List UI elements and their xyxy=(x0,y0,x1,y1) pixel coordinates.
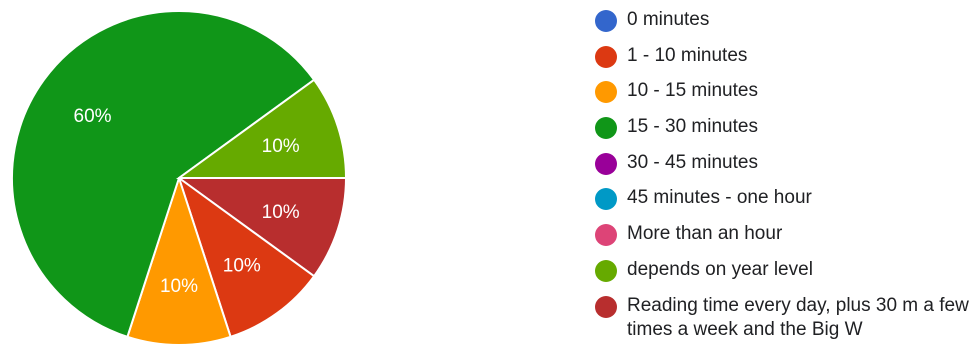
legend-swatch xyxy=(595,152,617,175)
legend-label: depends on year level xyxy=(627,258,813,280)
slice-data-label-8: 10% xyxy=(262,202,300,223)
legend-item-0-minutes[interactable]: 0 minutes xyxy=(595,8,977,44)
legend-item-reading-time[interactable]: Reading time every day, plus 30 m a few … xyxy=(595,294,977,342)
legend-swatch xyxy=(595,45,617,68)
legend-swatch xyxy=(595,224,617,247)
pie-slice-7[interactable] xyxy=(175,78,348,179)
legend-swatch xyxy=(595,188,617,211)
legend-item-30-45-minutes[interactable]: 30 - 45 minutes xyxy=(595,151,977,187)
legend-item-more-than-an-hour[interactable]: More than an hour xyxy=(595,222,977,258)
legend-item-depends-on-year-level[interactable]: depends on year level xyxy=(595,258,977,294)
legend-label: 1 - 10 minutes xyxy=(627,44,748,66)
legend-label: 45 minutes - one hour xyxy=(627,187,812,209)
legend-label: Reading time every day, plus 30 m a few … xyxy=(627,294,969,340)
slice-data-label-1: 10% xyxy=(223,255,261,276)
legend-swatch xyxy=(595,117,617,140)
slice-data-label-7: 10% xyxy=(262,136,300,157)
pie-slice-2[interactable] xyxy=(126,174,232,346)
pie-chart: 10% 10% 10% 60% 10% xyxy=(11,10,348,346)
legend-label: 15 - 30 minutes xyxy=(627,116,758,138)
legend-item-1-10-minutes[interactable]: 1 - 10 minutes xyxy=(595,44,977,80)
legend-swatch xyxy=(595,295,617,318)
pie-slice-8[interactable] xyxy=(175,177,348,278)
legend-swatch xyxy=(595,81,617,104)
pie-slice-3[interactable] xyxy=(11,10,316,339)
slice-data-label-2: 10% xyxy=(160,276,198,297)
legend-label: 30 - 45 minutes xyxy=(627,151,758,173)
chart-legend: 0 minutes 1 - 10 minutes 10 - 15 minutes… xyxy=(595,8,977,342)
pie-slice-1[interactable] xyxy=(177,175,316,339)
legend-swatch xyxy=(595,10,617,32)
legend-label: More than an hour xyxy=(627,223,783,245)
legend-item-15-30-minutes[interactable]: 15 - 30 minutes xyxy=(595,115,977,151)
legend-label: 10 - 15 minutes xyxy=(627,80,758,102)
legend-swatch xyxy=(595,259,617,282)
legend-label: 0 minutes xyxy=(627,9,710,30)
slice-data-label-3: 60% xyxy=(74,106,112,127)
legend-item-10-15-minutes[interactable]: 10 - 15 minutes xyxy=(595,79,977,115)
legend-item-45-minutes-one-hour[interactable]: 45 minutes - one hour xyxy=(595,186,977,222)
